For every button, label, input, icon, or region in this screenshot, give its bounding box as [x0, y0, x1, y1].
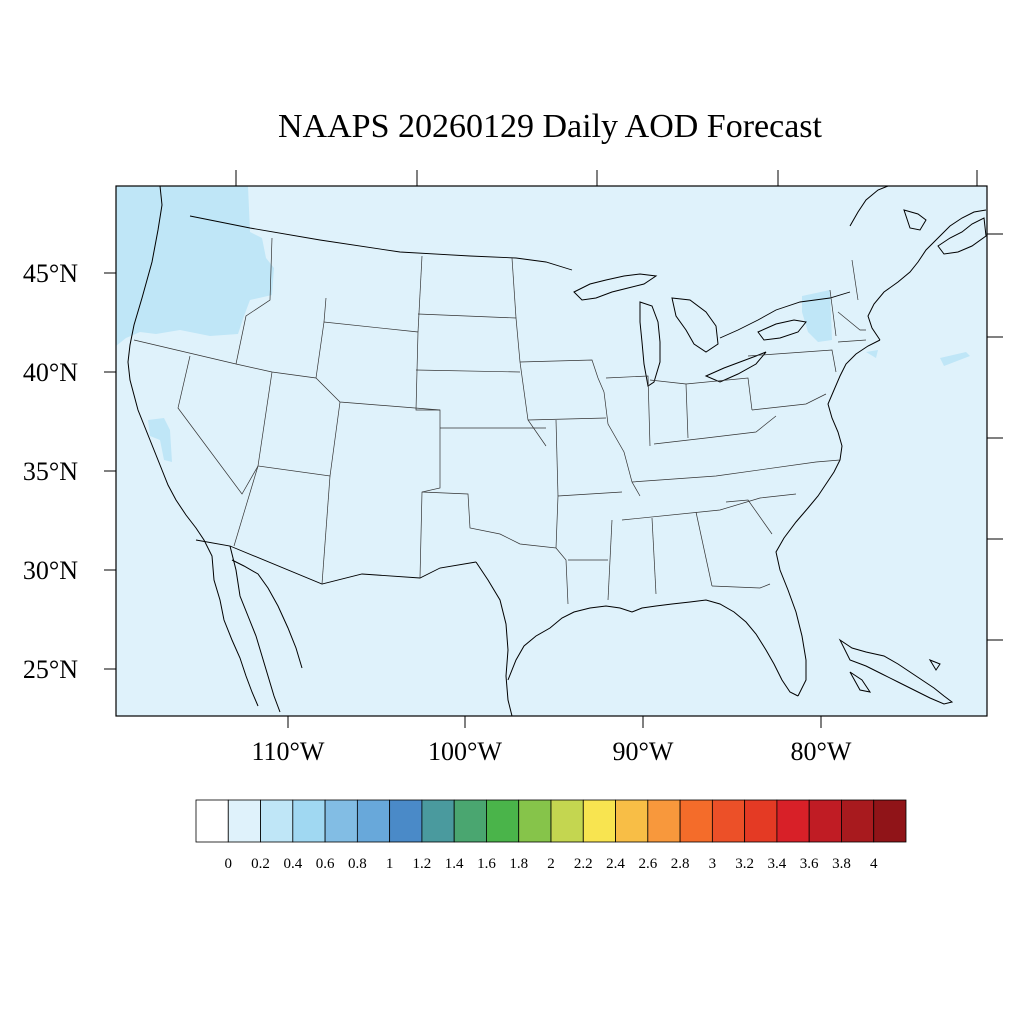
latitude-labels: 45°N 40°N 35°N 30°N 25°N: [23, 259, 78, 684]
colorbar-label: 2.2: [574, 856, 593, 872]
colorbar-swatch: [679, 799, 713, 843]
map-frame: [115, 185, 988, 717]
coastlines: [127, 186, 987, 716]
colorbar-swatch: [292, 799, 326, 843]
colorbar-swatch: [421, 799, 455, 843]
state-borders: [133, 237, 867, 605]
colorbar-swatch: [389, 799, 423, 843]
colorbar-label: 0: [225, 856, 233, 872]
colorbar-label: 1.6: [477, 856, 496, 872]
lon-label: 110°W: [252, 737, 325, 766]
colorbar-swatch: [324, 799, 358, 843]
colorbar-label: 1.4: [445, 856, 464, 872]
colorbar-swatch: [841, 799, 875, 843]
colorbar-label: 3: [709, 856, 717, 872]
colorbar-swatch: [808, 799, 842, 843]
map-title: NAAPS 20260129 Daily AOD Forecast: [278, 108, 822, 145]
colorbar-swatch: [518, 799, 552, 843]
colorbar-swatch: [711, 799, 746, 843]
colorbar-label: 4: [870, 856, 878, 872]
lat-label: 30°N: [23, 556, 78, 585]
lon-label: 80°W: [791, 737, 852, 766]
colorbar-swatch: [776, 799, 810, 843]
colorbar-label: 0.2: [251, 856, 270, 872]
lon-label: 90°W: [613, 737, 674, 766]
lon-label: 100°W: [428, 737, 502, 766]
colorbar-label: 3.4: [768, 856, 787, 872]
colorbar-label: 1: [386, 856, 394, 872]
lat-label: 45°N: [23, 259, 78, 288]
colorbar-label: 3.2: [735, 856, 754, 872]
colorbar-label: 3.8: [832, 856, 851, 872]
colorbar-swatch: [195, 799, 229, 843]
colorbar-label: 2: [547, 856, 555, 872]
great-lakes: [573, 273, 807, 387]
colorbar-swatch: [615, 799, 649, 843]
colorbar-label: 2.4: [606, 856, 625, 872]
colorbar-swatch: [550, 799, 584, 843]
colorbar-swatch: [486, 799, 520, 843]
colorbar-label: 0.4: [283, 856, 302, 872]
colorbar-label: 0.6: [316, 856, 335, 872]
colorbar-swatch: [744, 799, 778, 843]
colorbar-swatch: [647, 799, 681, 843]
colorbar: 0 0.2 0.4 0.6 0.8 1 1.2 1.4 1.6 1.8 2 2.2 2.4 2.6 2.8 3…: [195, 799, 907, 872]
axis-ticks: [104, 170, 1003, 728]
colorbar-label: 1.2: [413, 856, 432, 872]
colorbar-label: 0.8: [348, 856, 367, 872]
colorbar-swatch: [260, 799, 294, 843]
colorbar-label: 2.8: [671, 856, 690, 872]
colorbar-swatch: [582, 799, 616, 843]
country-borders: [189, 215, 851, 585]
lat-label: 40°N: [23, 358, 78, 387]
aod-shading-0.2-0.4: [116, 186, 970, 462]
colorbar-swatch: [453, 799, 487, 843]
lat-label: 35°N: [23, 457, 78, 486]
colorbar-swatch: [873, 799, 907, 843]
colorbar-label: 2.6: [638, 856, 657, 872]
colorbar-label: 3.6: [800, 856, 819, 872]
colorbar-label: 1.8: [509, 856, 528, 872]
colorbar-swatch: [227, 799, 261, 843]
longitude-labels: 110°W 100°W 90°W 80°W: [252, 737, 852, 766]
colorbar-swatch: [356, 799, 391, 843]
lat-label: 25°N: [23, 655, 78, 684]
